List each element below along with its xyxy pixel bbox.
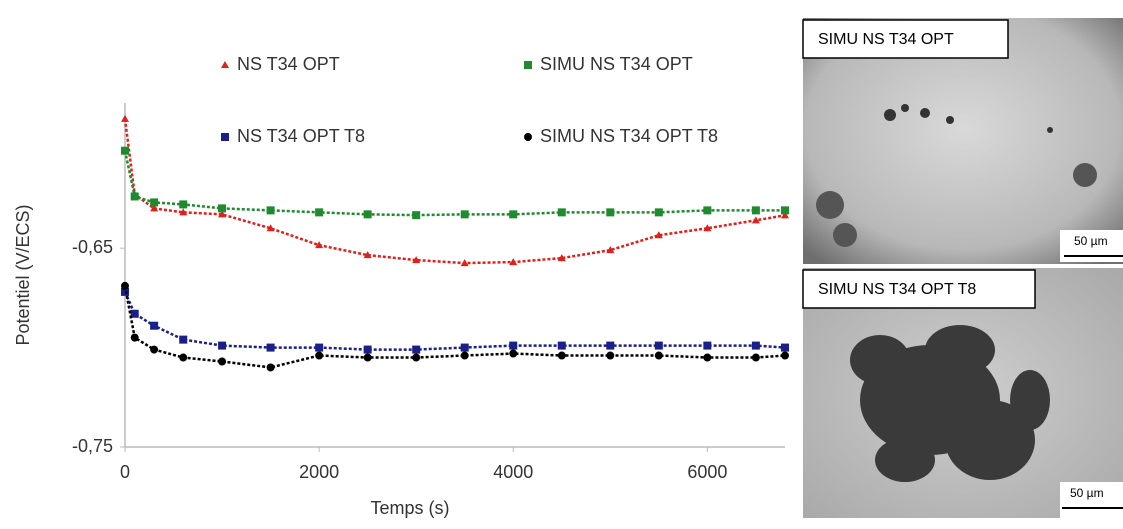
series-line xyxy=(123,291,786,351)
micrograph-label-box xyxy=(802,269,1036,309)
data-point xyxy=(781,206,789,215)
data-point xyxy=(751,206,760,215)
legend-marker xyxy=(524,133,532,141)
micrograph-label: SIMU NS T34 OPT T8 xyxy=(818,281,976,298)
data-point xyxy=(781,351,789,360)
data-point xyxy=(150,345,159,354)
series-line xyxy=(123,150,785,217)
data-point xyxy=(654,351,663,360)
data-point xyxy=(363,345,372,354)
data-point xyxy=(460,259,469,267)
series-line xyxy=(123,285,786,369)
legend-label: NS T34 OPT T8 xyxy=(237,126,365,146)
data-point xyxy=(130,309,139,318)
data-point xyxy=(654,341,663,350)
data-point xyxy=(218,210,227,218)
micrograph-texture xyxy=(816,104,1097,247)
data-point xyxy=(218,357,227,366)
data-point xyxy=(315,343,324,352)
data-point xyxy=(130,333,139,342)
data-point xyxy=(751,353,760,362)
data-point xyxy=(557,254,566,262)
data-point xyxy=(266,224,275,232)
data-point xyxy=(654,231,663,239)
data-point xyxy=(218,204,227,213)
legend-marker xyxy=(221,61,229,68)
data-point xyxy=(781,343,789,352)
data-point xyxy=(412,345,421,354)
data-point xyxy=(509,258,518,266)
data-point xyxy=(509,210,518,219)
data-point xyxy=(509,349,518,358)
data-point xyxy=(703,224,712,232)
data-point xyxy=(412,256,421,264)
y-axis-title: Potentiel (V/ECS) xyxy=(13,204,33,345)
scale-label: 50 µm xyxy=(1074,234,1108,248)
x-tick-label: 2000 xyxy=(299,462,339,482)
series-line xyxy=(123,118,786,265)
data-point xyxy=(412,211,421,220)
data-point xyxy=(179,200,188,209)
data-point xyxy=(781,211,789,219)
data-point xyxy=(557,208,566,217)
micrograph-texture xyxy=(850,325,1050,482)
data-point xyxy=(606,246,615,254)
legend-marker xyxy=(221,133,229,141)
data-point xyxy=(130,192,139,201)
legend-label: NS T34 OPT xyxy=(237,54,340,74)
data-point xyxy=(606,208,615,217)
x-tick-label: 4000 xyxy=(493,462,533,482)
data-point xyxy=(266,343,275,352)
data-point xyxy=(703,206,712,215)
data-point xyxy=(179,353,188,362)
data-point xyxy=(412,353,421,362)
data-point xyxy=(315,241,324,249)
scale-label: 50 µm xyxy=(1070,486,1104,500)
data-point xyxy=(751,216,760,224)
data-point xyxy=(703,341,712,350)
data-point xyxy=(266,206,275,215)
data-point xyxy=(150,321,159,330)
data-point xyxy=(150,204,159,212)
data-point xyxy=(150,198,159,207)
data-point xyxy=(606,341,615,350)
data-point xyxy=(557,351,566,360)
scale-box xyxy=(1060,482,1123,518)
x-tick-label: 0 xyxy=(120,462,130,482)
data-point xyxy=(460,210,469,219)
data-point xyxy=(315,208,324,217)
y-tick-label: -0,75 xyxy=(72,436,113,456)
data-point xyxy=(363,353,372,362)
data-point xyxy=(460,351,469,360)
data-point xyxy=(363,210,372,219)
legend-marker xyxy=(524,61,532,69)
data-point xyxy=(606,351,615,360)
data-point xyxy=(179,335,188,344)
micrograph-image xyxy=(803,18,1123,264)
legend-label: SIMU NS T34 OPT xyxy=(540,54,693,74)
data-point xyxy=(179,208,188,216)
data-point xyxy=(218,341,227,350)
data-point xyxy=(266,363,275,372)
data-point xyxy=(363,251,372,259)
data-point xyxy=(460,343,469,352)
data-point xyxy=(703,353,712,362)
data-point xyxy=(654,208,663,217)
data-point xyxy=(121,114,129,122)
micrograph-label-box xyxy=(802,19,1009,59)
data-point xyxy=(121,146,129,155)
data-point xyxy=(557,341,566,350)
legend-label: SIMU NS T34 OPT T8 xyxy=(540,126,718,146)
data-point xyxy=(121,281,129,290)
micrograph-label: SIMU NS T34 OPT xyxy=(818,31,954,48)
x-axis-title: Temps (s) xyxy=(370,498,449,518)
y-tick-label: -0,65 xyxy=(72,237,113,257)
data-point xyxy=(315,351,324,360)
data-point xyxy=(751,341,760,350)
data-point xyxy=(509,341,518,350)
x-tick-label: 6000 xyxy=(687,462,727,482)
micrograph: SIMU NS T34 OPT 50 µm SIMU NS T34 OPT T8… xyxy=(802,18,1123,518)
